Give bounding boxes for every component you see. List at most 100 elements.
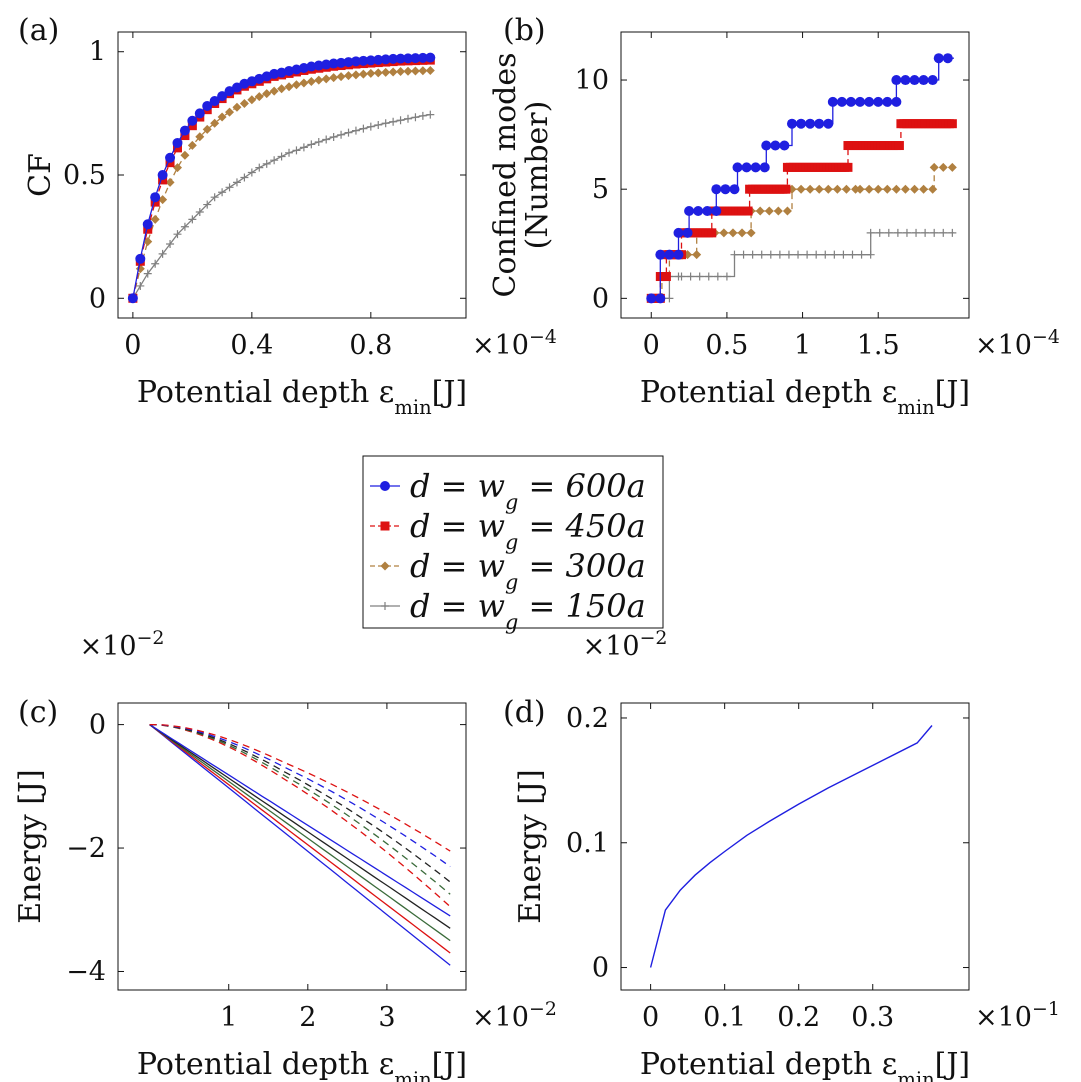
data-point [909,75,920,86]
data-point [254,92,264,102]
data-point [786,118,797,129]
panel-label: (b) [503,13,546,48]
data-point [388,53,399,64]
data-point [910,184,920,194]
energy-line-dashed [149,723,451,883]
data-point [202,100,213,111]
energy-curve [649,725,933,968]
y-tick-label: 5 [592,174,609,205]
x-tick-label: 2 [299,1002,316,1033]
data-point [410,66,420,76]
data-point [157,170,168,180]
data-point [918,75,929,86]
data-point [307,140,316,149]
data-point [921,228,930,237]
y-tick-label: 0.5 [63,160,106,191]
data-point [927,75,938,86]
data-point [381,119,390,128]
data-point [839,250,848,259]
x-multiplier: ×10−2 [472,998,557,1033]
series-line-s450 [132,59,431,299]
legend-label: d = wg = 600a [410,467,646,514]
data-point [329,133,338,142]
data-point [814,118,825,129]
data-point [210,193,219,202]
legend-marker [380,481,390,491]
data-point [750,162,761,173]
data-point [425,52,436,63]
y-tick-label: 0 [592,283,609,314]
y-tick-label: −2 [66,833,106,864]
data-point [262,159,271,168]
data-point [722,272,731,281]
data-point [732,162,743,173]
data-point [900,75,911,86]
y-multiplier: ×10−2 [80,627,165,662]
data-point [805,184,815,194]
x-tick-label: 0.4 [230,330,273,361]
data-point [947,119,957,129]
y-tick-label: 10 [575,65,609,96]
data-point [329,73,339,83]
data-point [841,184,851,194]
y-tick-label: 0 [592,953,609,984]
x-multiplier: ×10−1 [975,998,1060,1033]
data-point [389,117,398,126]
plot-frame [620,31,970,319]
data-point [873,96,884,107]
data-point [269,86,279,96]
data-point [426,110,435,119]
energy-line-solid [149,724,451,954]
x-tick-label: 0.8 [349,330,392,361]
data-point [933,53,944,64]
data-point [321,74,331,84]
data-point [365,55,376,66]
data-point [277,152,286,161]
x-multiplier: ×10−4 [975,326,1060,361]
x-tick-label: 0 [643,330,660,361]
data-point [864,184,874,194]
data-point [231,82,242,93]
data-point [891,75,902,86]
data-point [225,107,235,117]
data-point [702,206,713,217]
data-point [711,206,722,217]
data-point [425,65,435,75]
data-point [755,206,765,216]
data-point [942,53,953,64]
data-point [343,57,354,68]
data-point [775,250,784,259]
data-point [127,293,138,304]
x-multiplier: ×10−4 [472,326,557,361]
x-tick-label: 1.5 [857,330,900,361]
data-point [225,183,234,192]
data-point [337,130,346,139]
data-point [136,281,145,290]
energy-line-solid [149,724,451,942]
data-point [292,146,301,155]
x-tick-label: 0 [642,1002,659,1033]
data-point [830,250,839,259]
legend-box [362,455,664,629]
y-tick-label: 0 [89,710,106,741]
data-point [314,137,323,146]
data-point [239,99,249,108]
x-tick-label: 0.3 [851,1002,894,1033]
data-point [728,228,738,238]
x-axis-label: Potential depth εmin[J] [137,375,467,419]
data-point [812,250,821,259]
data-point [299,143,308,152]
data-point [919,184,929,194]
data-point [158,195,168,205]
data-point [646,293,657,304]
data-point [210,118,220,128]
data-point [737,228,747,238]
data-point [135,253,146,264]
data-point [255,163,264,172]
data-point [336,72,346,82]
x-axis-label: Potential depth εmin[J] [137,1047,467,1082]
data-point [291,64,302,75]
data-point [823,118,834,129]
